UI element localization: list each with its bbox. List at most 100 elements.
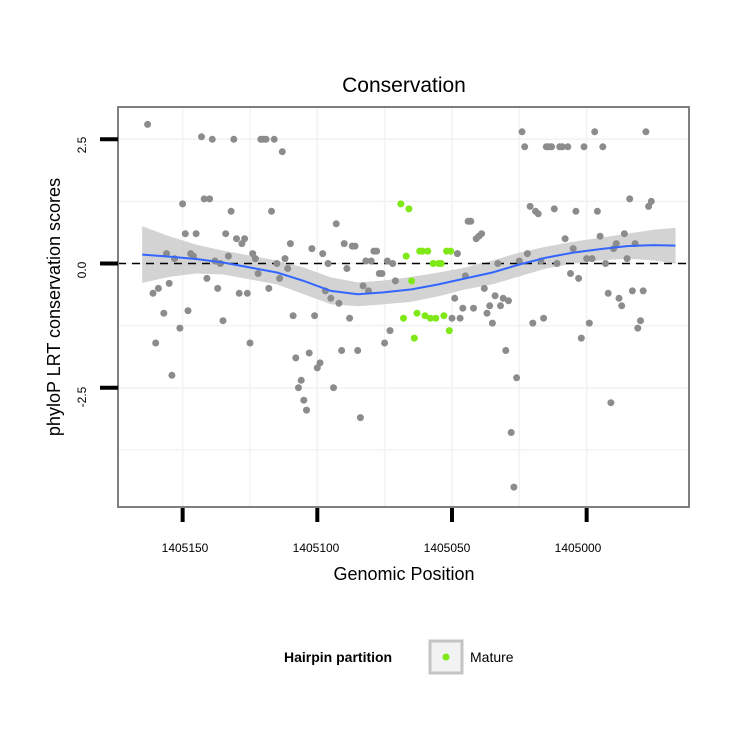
data-point [515, 257, 523, 265]
data-point [308, 245, 316, 253]
data-point [480, 284, 488, 292]
data-point [268, 207, 275, 215]
data-point [319, 250, 327, 258]
data-point [224, 252, 232, 260]
data-point [270, 135, 278, 143]
data-point [588, 255, 596, 263]
data-point [330, 384, 337, 392]
data-point [505, 297, 512, 305]
data-point [488, 319, 496, 327]
chart-title: Conservation [342, 74, 466, 97]
data-point [558, 143, 566, 151]
data-point [478, 230, 486, 238]
data-point-mature [400, 314, 407, 322]
data-point [612, 240, 620, 248]
data-point [243, 289, 251, 297]
data-point-mature [402, 252, 410, 260]
legend-key-dot-mature [442, 653, 450, 661]
data-point [599, 143, 607, 151]
data-point [647, 197, 655, 205]
y-axis-label: phyloP LRT conservation scores [44, 178, 64, 436]
data-point [200, 195, 208, 203]
y-ticks [100, 137, 118, 390]
data-point-mature [440, 312, 448, 320]
data-point [602, 260, 609, 267]
panel-border [117, 106, 690, 508]
data-point [451, 294, 459, 302]
legend: Hairpin partition Mature [284, 639, 514, 675]
data-point-mature [418, 247, 426, 255]
data-point [284, 265, 292, 272]
data-point [569, 245, 577, 253]
data-point [346, 314, 354, 322]
data-point [615, 294, 623, 302]
data-point [324, 260, 332, 267]
data-point [316, 359, 324, 367]
data-point [233, 235, 240, 243]
data-point [510, 483, 518, 491]
legend-title: Hairpin partition [284, 649, 392, 665]
data-point [340, 240, 348, 248]
data-point [184, 307, 192, 315]
data-point [343, 265, 351, 272]
data-point [564, 143, 572, 151]
data-point [206, 195, 214, 203]
data-point [356, 414, 364, 422]
data-point [338, 347, 346, 354]
x-tick-label: 1405050 [424, 541, 471, 555]
data-point [491, 292, 499, 300]
data-point [381, 339, 389, 347]
data-point [179, 200, 187, 208]
data-point [208, 135, 216, 143]
data-point [567, 270, 574, 277]
data-point [246, 339, 254, 347]
data-point [591, 128, 599, 136]
data-point-mature [432, 314, 440, 322]
data-point [529, 319, 537, 327]
data-point [327, 294, 335, 302]
data-point [618, 302, 626, 310]
data-point [281, 255, 289, 263]
data-point [596, 232, 604, 240]
data-point [513, 374, 521, 382]
data-point [198, 133, 205, 141]
data-point [359, 282, 367, 290]
data-point [168, 371, 176, 379]
y-axis: 2.5 0.0 -2.5 phyloP LRT conservation sco… [44, 136, 118, 436]
data-point [518, 128, 526, 136]
data-point [214, 284, 222, 292]
data-point [607, 399, 615, 407]
data-point [389, 260, 397, 267]
data-point [628, 287, 636, 295]
data-point-mature [397, 200, 405, 208]
data-point [230, 135, 238, 143]
data-point [273, 260, 281, 267]
data-point-mature [413, 309, 421, 317]
data-point [354, 347, 362, 354]
data-point-mature [408, 277, 416, 285]
data-point [502, 347, 510, 354]
data-point [181, 230, 189, 238]
data-point [483, 309, 491, 317]
points-layer [144, 120, 655, 491]
data-point [486, 302, 494, 310]
data-point [523, 250, 531, 258]
y-tick-label: -2.5 [75, 386, 89, 407]
data-point [152, 339, 160, 347]
data-point [550, 205, 558, 213]
data-point [286, 240, 294, 248]
data-point [448, 314, 456, 322]
panel-background [118, 107, 689, 507]
data-point [154, 284, 162, 292]
data-point-mature [421, 312, 429, 320]
data-point [620, 230, 628, 238]
data-point [276, 274, 284, 282]
smooth-layer [142, 244, 676, 296]
smooth-line [142, 244, 676, 296]
data-point [160, 309, 168, 317]
data-point [526, 202, 534, 210]
data-point [305, 349, 313, 357]
data-point [467, 217, 475, 225]
data-point-mature [445, 327, 453, 335]
data-point [311, 312, 319, 320]
